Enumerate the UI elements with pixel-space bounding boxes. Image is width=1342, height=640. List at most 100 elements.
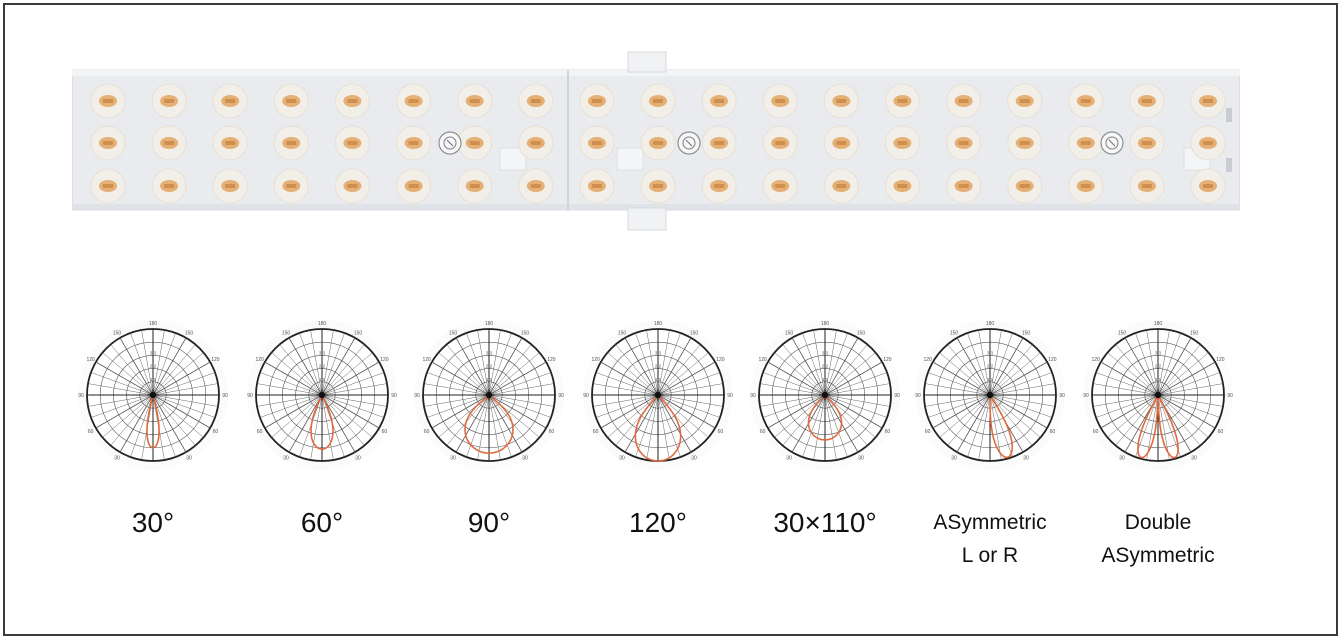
beam-curve xyxy=(634,394,682,462)
polar-diagram-90: 180 150 150 120 120 90 90 60 60 30 30 1.1 2.2 3.3 xyxy=(414,320,564,470)
polar-tick-labels: 180 150 150 120 120 90 90 60 60 30 30 1.1 2.2 3.3 xyxy=(583,321,733,461)
beam-curve xyxy=(989,394,1014,459)
polar-tick-label: 30 xyxy=(691,455,697,461)
polar-center-dot xyxy=(654,391,662,399)
beam-pattern-120: 180 150 150 120 120 90 90 60 60 30 30 1.1 2.2 3.3 120… xyxy=(573,300,743,600)
led-chip xyxy=(579,125,615,161)
polar-tick-label: 30 xyxy=(951,455,957,461)
led-chip xyxy=(884,168,920,204)
beam-label-90: 90° xyxy=(467,507,511,538)
beam-label-120: 120° xyxy=(629,507,687,538)
polar-tick-label: 60 xyxy=(257,429,263,435)
figure-frame xyxy=(3,3,1338,636)
polar-tick-label: 30 xyxy=(786,455,792,461)
led-chip xyxy=(1190,168,1226,204)
led-chip xyxy=(701,168,737,204)
polar-tick-label: 60 xyxy=(549,429,555,435)
beam-curve xyxy=(807,394,843,441)
polar-diagram-120: 180 150 150 120 120 90 90 60 60 30 30 1.1 2.2 3.3 xyxy=(583,320,733,470)
beam-pattern-90: 180 150 150 120 120 90 90 60 60 30 30 1.1 2.2 3.3 90° xyxy=(404,300,574,600)
polar-tick-label: 90 xyxy=(391,393,397,399)
polar-radius-label: 2.2 xyxy=(1155,364,1162,369)
led-chip xyxy=(518,168,554,204)
polar-tick-label: 60 xyxy=(925,429,931,435)
led-chip xyxy=(1007,168,1043,204)
module-notch xyxy=(1226,108,1232,122)
polar-tick-label: 90 xyxy=(894,393,900,399)
polar-tick-label: 180 xyxy=(821,321,830,327)
polar-radius-label: 2.2 xyxy=(486,364,493,369)
led-chip xyxy=(90,125,126,161)
led-chip xyxy=(823,168,859,204)
led-module-image xyxy=(72,51,1240,231)
polar-diagram-60: 180 150 150 120 120 90 90 60 60 30 30 1.1 2.2 3.3 xyxy=(247,320,397,470)
screw-holes xyxy=(438,131,1124,155)
module-bottom-edge xyxy=(72,204,1240,210)
polar-radius-label: 3.3 xyxy=(319,350,326,355)
polar-tick-label: 60 xyxy=(760,429,766,435)
polar-radius-label: 3.3 xyxy=(987,350,994,355)
led-chip xyxy=(1007,125,1043,161)
polar-center-dot xyxy=(318,391,326,399)
polar-diagram-30x110: 180 150 150 120 120 90 90 60 60 30 30 1.1 2.2 3.3 xyxy=(750,320,900,470)
beam-label-60: 60° xyxy=(300,507,344,538)
polar-grid xyxy=(87,329,219,461)
polar-tick-labels: 180 150 150 120 120 90 90 60 60 30 30 1.1 2.2 3.3 xyxy=(1083,321,1233,461)
led-chip xyxy=(1068,83,1104,119)
polar-radius-label: 1.1 xyxy=(319,377,326,382)
polar-tick-labels: 180 150 150 120 120 90 90 60 60 30 30 1.1 2.2 3.3 xyxy=(78,321,228,461)
polar-tick-label: 180 xyxy=(149,321,158,327)
led-chip xyxy=(762,125,798,161)
polar-tick-label: 120 xyxy=(86,357,95,363)
led-chip xyxy=(273,125,309,161)
polar-tick-label: 60 xyxy=(424,429,430,435)
led-chip xyxy=(273,83,309,119)
polar-radius-label: 1.1 xyxy=(822,377,829,382)
polar-diagram-double-asymmetric: 180 150 150 120 120 90 90 60 60 30 30 1.1 2.2 3.3 xyxy=(1083,320,1233,470)
polar-tick-label: 120 xyxy=(380,357,389,363)
polar-tick-label: 30 xyxy=(114,455,120,461)
beam-curve xyxy=(464,394,514,454)
screw-icon xyxy=(438,131,462,155)
polar-tick-label: 120 xyxy=(883,357,892,363)
led-chip xyxy=(946,168,982,204)
led-chip xyxy=(640,125,676,161)
led-chip xyxy=(212,168,248,204)
polar-tick-label: 180 xyxy=(1154,321,1163,327)
led-chip xyxy=(946,83,982,119)
led-chip xyxy=(273,168,309,204)
led-chip xyxy=(701,125,737,161)
led-chip xyxy=(457,83,493,119)
module-notch xyxy=(1226,158,1232,172)
led-array xyxy=(90,83,1226,204)
polar-tick-label: 60 xyxy=(885,429,891,435)
polar-tick-label: 180 xyxy=(318,321,327,327)
beam-pattern-double-asymmetric: 180 150 150 120 120 90 90 60 60 30 30 1.1 2.2 3.3 Dou… xyxy=(1073,300,1243,600)
beam-label-30: 30° xyxy=(131,507,175,538)
screw-icon xyxy=(1100,131,1124,155)
polar-tick-label: 60 xyxy=(1093,429,1099,435)
led-chip xyxy=(396,83,432,119)
polar-diagram-30: 180 150 150 120 120 90 90 60 60 30 30 1.1 2.2 3.3 xyxy=(78,320,228,470)
beam-pattern-30x110: 180 150 150 120 120 90 90 60 60 30 30 1.1 2.2 3.3 30×… xyxy=(740,300,910,600)
led-chip xyxy=(334,168,370,204)
led-chip xyxy=(1129,168,1165,204)
beam-curve xyxy=(310,394,334,450)
beam-curve xyxy=(1157,394,1179,459)
polar-diagram-asymmetric: 180 150 150 120 120 90 90 60 60 30 30 1.1 2.2 3.3 xyxy=(915,320,1065,470)
polar-tick-labels: 180 150 150 120 120 90 90 60 60 30 30 1.1 2.2 3.3 xyxy=(915,321,1065,461)
polar-tick-label: 90 xyxy=(1059,393,1065,399)
beam-curve xyxy=(1137,394,1159,459)
polar-tick-label: 30 xyxy=(283,455,289,461)
led-chip xyxy=(579,83,615,119)
polar-tick-label: 30 xyxy=(619,455,625,461)
led-chip xyxy=(396,125,432,161)
module-top-edge xyxy=(72,70,1240,76)
polar-tick-label: 150 xyxy=(185,331,194,337)
polar-tick-label: 60 xyxy=(593,429,599,435)
polar-tick-label: 90 xyxy=(727,393,733,399)
polar-radius-label: 3.3 xyxy=(486,350,493,355)
led-chip xyxy=(946,125,982,161)
polar-center-dot xyxy=(149,391,157,399)
polar-tick-label: 120 xyxy=(211,357,220,363)
